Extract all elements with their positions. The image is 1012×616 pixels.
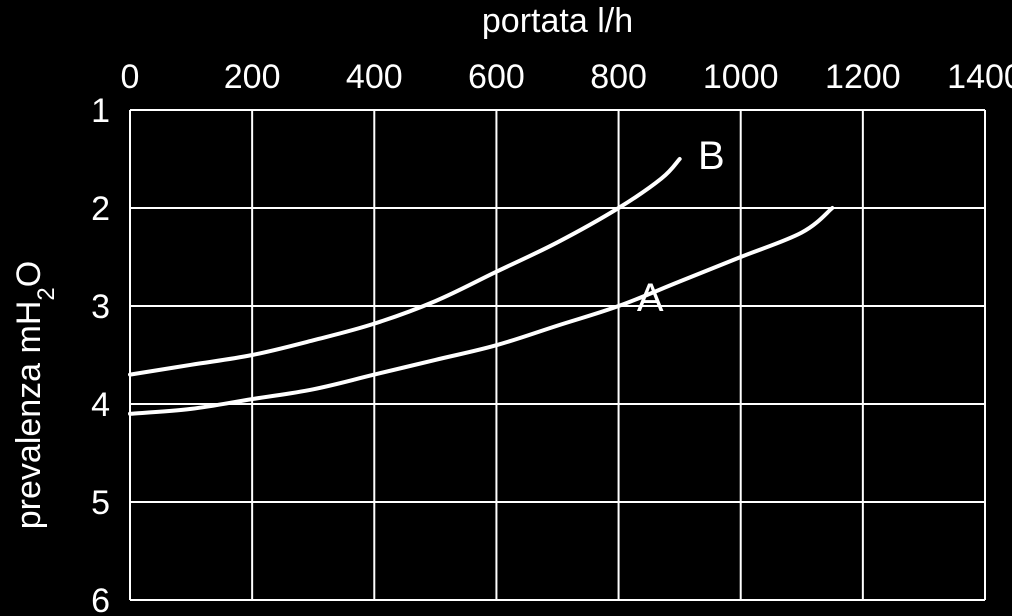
y-tick-label: 1 (91, 92, 110, 130)
series-label-A: A (637, 276, 664, 320)
x-tick-label: 600 (468, 58, 525, 96)
x-tick-label: 1400 (947, 58, 1012, 96)
x-tick-label: 1000 (703, 58, 779, 96)
x-tick-label: 0 (121, 58, 140, 96)
y-tick-label: 3 (91, 288, 110, 326)
x-tick-label: 200 (224, 58, 281, 96)
x-tick-label: 400 (346, 58, 403, 96)
x-tick-label: 1200 (825, 58, 901, 96)
y-tick-label: 2 (91, 190, 110, 228)
y-tick-label: 6 (91, 582, 110, 616)
x-tick-label: 800 (590, 58, 647, 96)
chart-svg: 0 200 400 600 800 1000 1200 1400 portata l/h 1 2 3 4… (0, 0, 1012, 616)
y-tick-label: 5 (91, 484, 110, 522)
series-label-B: B (698, 134, 725, 178)
y-tick-label: 4 (91, 386, 110, 424)
pump-curve-chart: 0 200 400 600 800 1000 1200 1400 portata l/h 1 2 3 4… (0, 0, 1012, 616)
x-axis-title: portata l/h (482, 2, 633, 40)
